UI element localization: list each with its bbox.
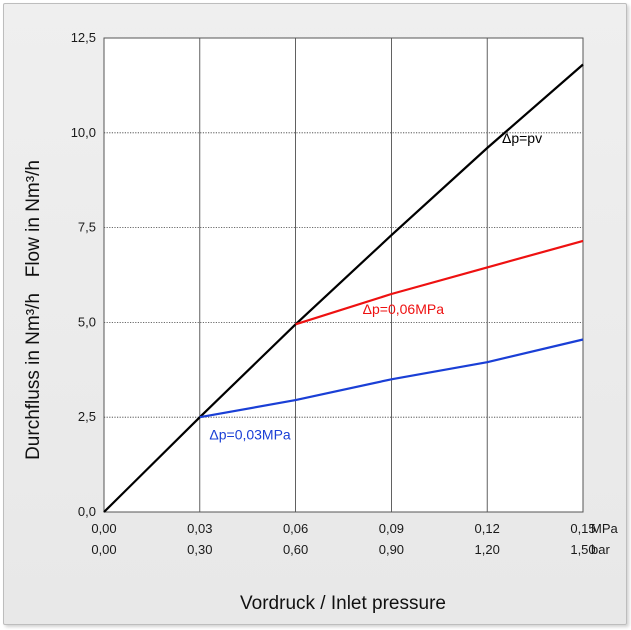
x-tick-label-bar: 0,30: [187, 542, 212, 557]
x-tick-label-bar: 1,20: [475, 542, 500, 557]
series-line-1: [295, 239, 584, 326]
x-tick-label-bar: 0,60: [283, 542, 308, 557]
y-tick-labels: 0,0 2,5 5,0 7,5 10,0 12,5: [71, 30, 96, 519]
x-tick-label-bar: 0,00: [91, 542, 116, 557]
x-tick-label-bar: 0,90: [379, 542, 404, 557]
series-label-2: Δp=0,03MPa: [209, 426, 291, 442]
series-annotations: Δp=pv Δp=0,06MPa Δp=0,03MPa: [209, 130, 542, 442]
x-tick-label-mpa: 0,03: [187, 521, 212, 536]
x-axis-title: Vordruck / Inlet pressure: [240, 593, 446, 614]
x-tick-label-bar: 1,50: [570, 542, 595, 557]
series-label-0: Δp=pv: [502, 130, 542, 146]
series-line-2: [199, 338, 584, 419]
x-unit-primary: MPa: [591, 521, 619, 536]
y-tick-label: 10,0: [71, 125, 96, 140]
x-tick-label-mpa: 0,12: [475, 521, 500, 536]
series-lines: [103, 63, 584, 513]
series-label-1: Δp=0,06MPa: [363, 301, 445, 317]
y-tick-label: 12,5: [71, 30, 96, 45]
y-tick-label: 7,5: [78, 220, 96, 235]
x-tick-labels: 0,00 0,00 0,03 0,30 0,06 0,60 0,09 0,90 0,12 1,20…: [91, 521, 595, 557]
plot-border-rect: [103, 37, 584, 513]
x-tick-label-mpa: 0,06: [283, 521, 308, 536]
y-tick-label: 0,0: [78, 504, 96, 519]
x-tick-label-mpa: 0,15: [570, 521, 595, 536]
x-tick-label-mpa: 0,09: [379, 521, 404, 536]
x-tick-label-mpa: 0,00: [91, 521, 116, 536]
x-unit-secondary: bar: [591, 542, 610, 557]
y-tick-label: 2,5: [78, 409, 96, 424]
y-axis-title: Durchfluss in Nm³/h Flow in Nm³/h: [23, 160, 44, 460]
y-tick-label: 5,0: [78, 314, 96, 329]
series-line-0: [103, 63, 584, 513]
plot-border: [103, 37, 584, 513]
